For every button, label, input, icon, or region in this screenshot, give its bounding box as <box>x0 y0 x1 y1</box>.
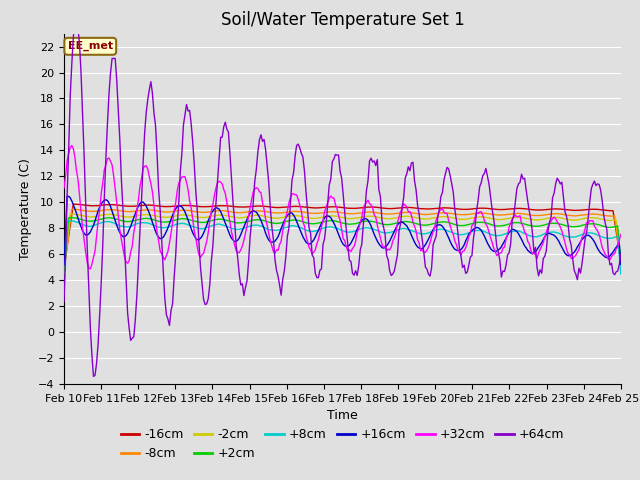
Text: EE_met: EE_met <box>68 41 113 51</box>
X-axis label: Time: Time <box>327 409 358 422</box>
Y-axis label: Temperature (C): Temperature (C) <box>19 158 32 260</box>
Legend: -16cm, -8cm, -2cm, +2cm, +8cm, +16cm, +32cm, +64cm: -16cm, -8cm, -2cm, +2cm, +8cm, +16cm, +3… <box>116 423 569 465</box>
Title: Soil/Water Temperature Set 1: Soil/Water Temperature Set 1 <box>221 11 464 29</box>
